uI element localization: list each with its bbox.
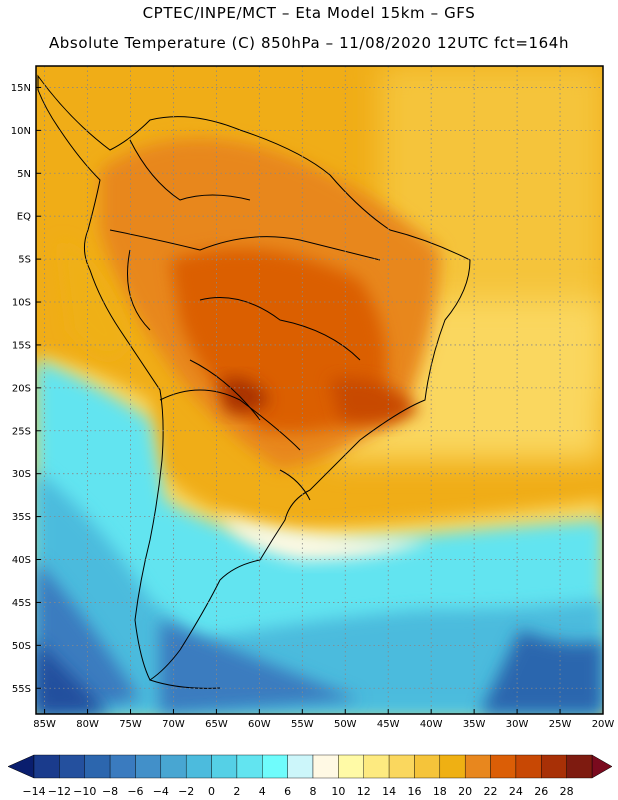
colorbar-label: 6 — [284, 785, 291, 798]
longitude-axis: 85W 80W 75W 70W 65W 60W 55W 50W 45W 40W 35W 30W 25W 2… — [33, 709, 614, 730]
lon-tick-label: 45W — [377, 719, 400, 730]
colorbar-label: 16 — [407, 785, 421, 798]
colorbar-label: 14 — [382, 785, 396, 798]
lat-tick-label: 25S — [12, 426, 31, 437]
lat-tick-label: 10N — [11, 126, 31, 137]
lat-tick-label: 35S — [12, 512, 31, 523]
colorbar-swatch — [464, 754, 491, 779]
colorbar-swatch — [211, 754, 238, 779]
colorbar-swatch — [414, 754, 441, 779]
lon-tick-label: 55W — [291, 719, 314, 730]
lat-tick-label: 20S — [12, 383, 31, 394]
colorbar-label: −8 — [102, 785, 118, 798]
colorbar-over-arrow — [591, 754, 613, 779]
lat-tick-label: EQ — [17, 212, 31, 223]
temperature-field — [36, 66, 603, 714]
lat-tick-label: 30S — [12, 469, 31, 480]
lon-tick-label: 30W — [506, 719, 529, 730]
lon-tick-label: 85W — [33, 719, 56, 730]
colorbar-label: 0 — [208, 785, 215, 798]
colorbar-swatch — [33, 754, 60, 779]
lat-tick-label: 45S — [12, 598, 31, 609]
colorbar-swatch — [490, 754, 517, 779]
lon-tick-label: 70W — [162, 719, 185, 730]
colorbar-swatch — [363, 754, 390, 779]
colorbar-label: −14 — [22, 785, 45, 798]
colorbar-swatch — [287, 754, 314, 779]
colorbar-swatch — [84, 754, 111, 779]
lat-tick-label: 40S — [12, 555, 31, 566]
lon-tick-label: 65W — [205, 719, 228, 730]
lon-tick-label: 50W — [334, 719, 357, 730]
colorbar-label: −2 — [178, 785, 194, 798]
colorbar-swatch — [515, 754, 542, 779]
colorbar-swatch — [185, 754, 212, 779]
colorbar-label: 22 — [484, 785, 498, 798]
colorbar-swatch — [338, 754, 364, 779]
colorbar-label: 4 — [259, 785, 266, 798]
colorbar-label: 26 — [534, 785, 548, 798]
lat-tick-label: 55S — [12, 684, 31, 695]
lon-tick-label: 75W — [119, 719, 142, 730]
colorbar-swatch — [109, 754, 136, 779]
lon-tick-label: 80W — [76, 719, 99, 730]
lon-tick-label: 25W — [549, 719, 572, 730]
colorbar-swatch — [160, 754, 187, 779]
colorbar-label: 8 — [310, 785, 317, 798]
colorbar-label: −6 — [127, 785, 143, 798]
colorbar: −14 −12 −10 −8 −6 −4 −2 0 2 4 6 8 10 12 14 16 18 20 22 24 26… — [7, 754, 613, 798]
colorbar-under-arrow — [7, 754, 35, 779]
colorbar-label: 24 — [509, 785, 523, 798]
lat-tick-label: 15N — [11, 83, 31, 94]
lat-tick-label: 50S — [12, 641, 31, 652]
colorbar-label: −4 — [153, 785, 169, 798]
colorbar-label: 20 — [458, 785, 472, 798]
lat-tick-label: 15S — [12, 340, 31, 351]
colorbar-label: −10 — [73, 785, 96, 798]
map-title-line1: CPTEC/INPE/MCT – Eta Model 15km – GFS — [142, 4, 476, 22]
graticule — [36, 66, 604, 714]
plot-frame — [35, 65, 604, 715]
colorbar-swatch — [312, 754, 339, 779]
lat-tick-label: 10S — [12, 298, 31, 309]
colorbar-label: 2 — [233, 785, 240, 798]
lon-tick-label: 60W — [248, 719, 271, 730]
lon-tick-label: 40W — [420, 719, 443, 730]
colorbar-label: 28 — [560, 785, 574, 798]
colorbar-swatch — [388, 754, 415, 779]
colorbar-swatch — [59, 754, 85, 779]
colorbar-swatch — [236, 754, 263, 779]
colorbar-label: −12 — [48, 785, 71, 798]
colorbar-label: 18 — [433, 785, 447, 798]
coastlines — [37, 74, 471, 689]
lat-tick-label: 5S — [18, 255, 31, 266]
lat-tick-label: 5N — [17, 169, 31, 180]
colorbar-label: 10 — [331, 785, 345, 798]
colorbar-label: 12 — [357, 785, 371, 798]
colorbar-swatch — [262, 754, 288, 779]
colorbar-swatch — [135, 754, 162, 779]
colorbar-swatch — [566, 754, 593, 779]
lon-tick-label: 20W — [592, 719, 615, 730]
map-title-line2: Absolute Temperature (C) 850hPa – 11/08/… — [48, 34, 570, 52]
lon-tick-label: 35W — [463, 719, 486, 730]
colorbar-swatch — [541, 754, 567, 779]
latitude-axis: 15N 10N 5N EQ 5S 10S 15S 20S 25S 30S 35S 40S 45S 50S 5… — [11, 83, 41, 695]
colorbar-swatch — [439, 754, 466, 779]
